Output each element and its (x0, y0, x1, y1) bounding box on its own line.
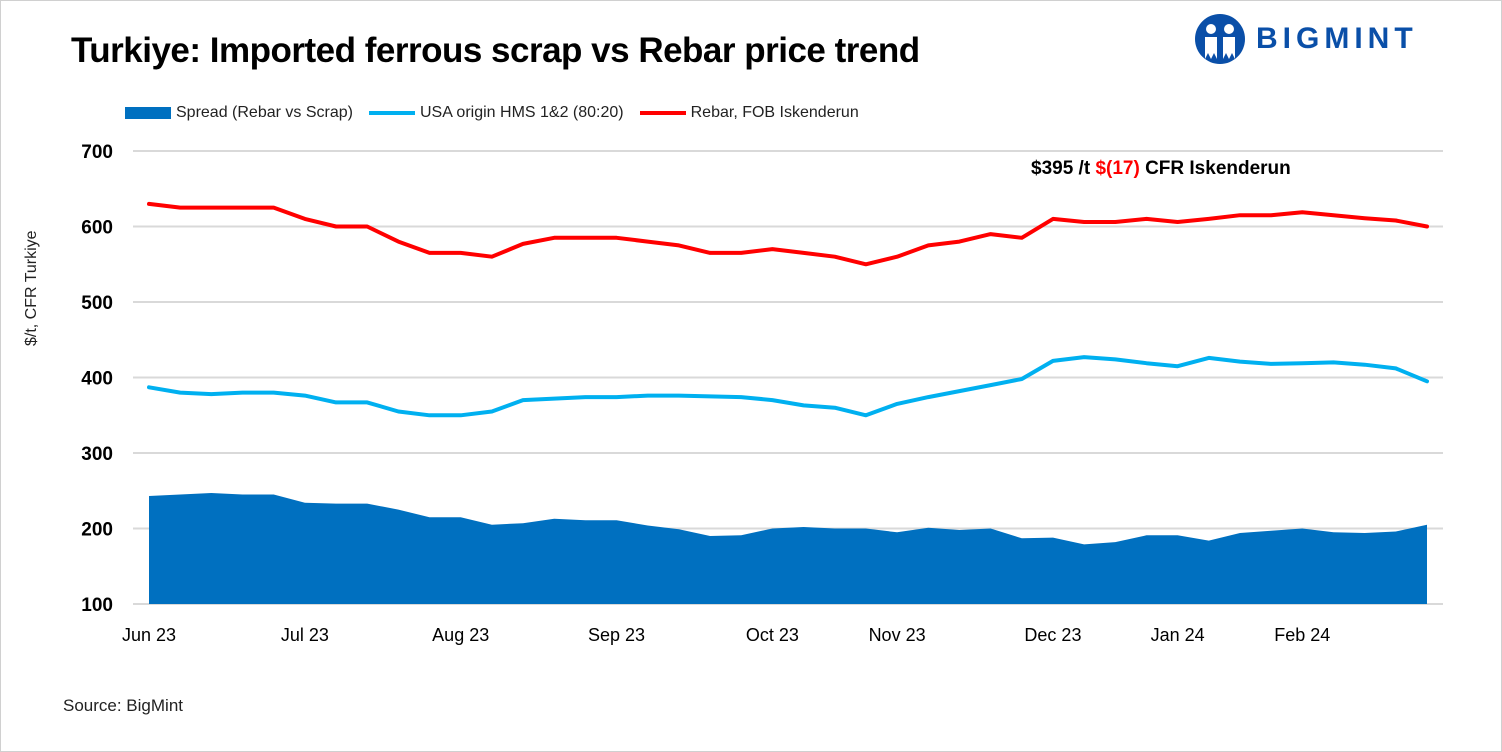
latest-price-annotation: $395 /t $(17) CFR Iskenderun (1031, 158, 1291, 180)
legend-item-scrap: USA origin HMS 1&2 (80:20) (368, 104, 624, 122)
logo-text: BIGMINT (1256, 22, 1418, 55)
spread-area (149, 493, 1427, 604)
annotation-price: $395 /t (1031, 158, 1091, 179)
y-tick-label: 400 (81, 369, 113, 390)
x-tick-label: Jul 23 (281, 625, 329, 645)
x-tick-label: Oct 23 (746, 625, 799, 645)
legend-swatch (639, 111, 686, 115)
x-tick-label: Nov 23 (869, 625, 926, 645)
legend-swatch (368, 111, 415, 115)
legend-label: Spread (Rebar vs Scrap) (176, 104, 353, 121)
x-tick-label: Jan 24 (1151, 625, 1205, 645)
y-tick-label: 700 (81, 142, 113, 163)
legend-item-rebar: Rebar, FOB Iskenderun (639, 104, 859, 122)
legend: Spread (Rebar vs Scrap) USA origin HMS 1… (125, 104, 867, 122)
source-note: Source: BigMint (63, 696, 183, 715)
y-tick-label: 200 (81, 520, 113, 541)
annotation-basis: CFR Iskenderun (1145, 158, 1291, 179)
x-tick-label: Feb 24 (1274, 625, 1330, 645)
y-tick-label: 600 (81, 218, 113, 239)
y-tick-label: 100 (81, 595, 113, 616)
legend-label: USA origin HMS 1&2 (80:20) (419, 104, 624, 121)
scrap-price-line (147, 355, 1429, 418)
x-tick-label: Sep 23 (588, 625, 645, 645)
x-tick-label: Aug 23 (432, 625, 489, 645)
y-tick-label: 500 (81, 293, 113, 314)
logo-people-icon (1195, 14, 1245, 64)
legend-label: Rebar, FOB Iskenderun (690, 104, 859, 121)
legend-swatch (125, 107, 171, 119)
chart-title: Turkiye: Imported ferrous scrap vs Rebar… (71, 31, 920, 70)
legend-item-spread: Spread (Rebar vs Scrap) (125, 104, 353, 122)
rebar-price-line (147, 201, 1429, 267)
x-tick-label: Dec 23 (1024, 625, 1081, 645)
bigmint-logo: BIGMINT (1194, 13, 1418, 65)
y-tick-label: 300 (81, 444, 113, 465)
annotation-change: $(17) (1095, 158, 1140, 179)
x-tick-label: Jun 23 (122, 625, 176, 645)
